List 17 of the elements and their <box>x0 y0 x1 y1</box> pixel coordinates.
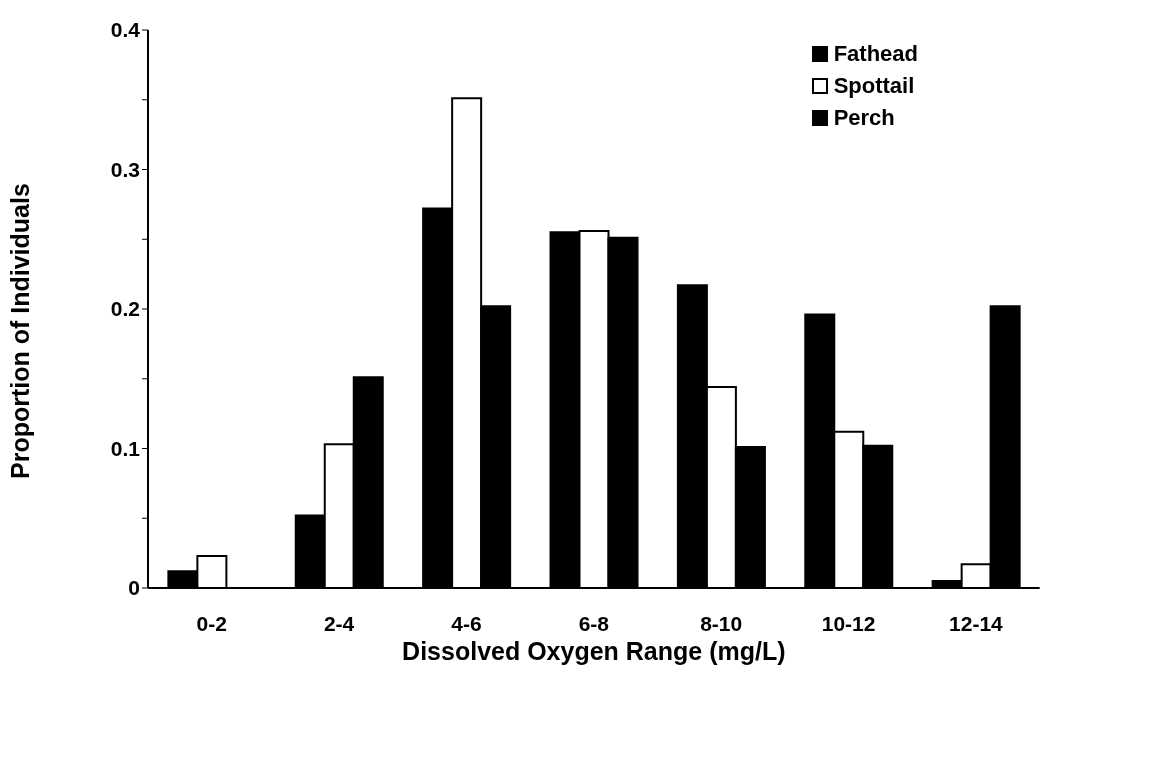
x-tick-label: 2-4 <box>323 611 355 635</box>
legend-label: Perch <box>833 105 895 131</box>
y-tick-label: 0.4 <box>110 18 141 42</box>
x-tick-label: 0-2 <box>196 611 227 635</box>
x-tick-label: 6-8 <box>578 611 610 635</box>
x-tick-label: 10-12 <box>821 611 876 635</box>
x-axis-title: Dissolved Oxygen Range (mg/L) <box>402 637 786 665</box>
x-tick-label: 8-10 <box>700 611 743 635</box>
y-axis-title: Proportion of Individuals <box>5 183 34 479</box>
y-tick-label: 0.2 <box>110 297 140 321</box>
y-tick-label: 0.3 <box>110 157 140 181</box>
x-tick-label: 12-14 <box>949 611 1004 635</box>
legend-label: Spottail <box>833 73 915 99</box>
y-tick-label: 0.1 <box>110 436 141 460</box>
legend-label: Fathead <box>833 41 918 67</box>
x-tick-label: 4-6 <box>451 611 482 635</box>
y-tick-label: 0 <box>128 576 140 600</box>
